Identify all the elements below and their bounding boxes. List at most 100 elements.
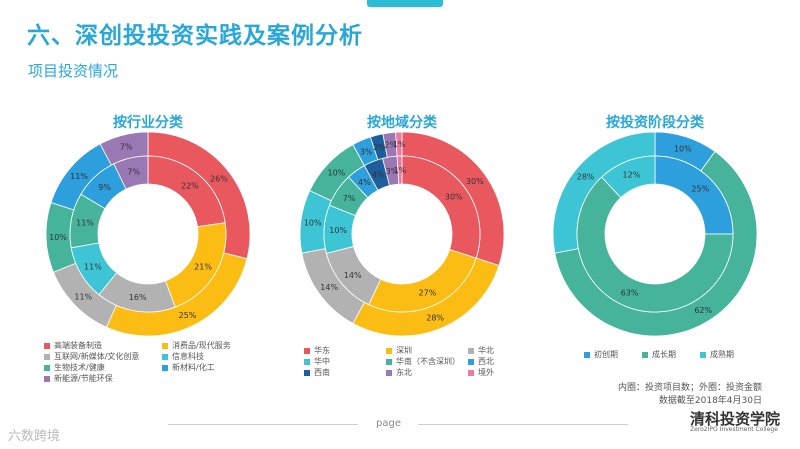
brand-logo-text: 清科投资学院 <box>690 410 781 428</box>
legend-label: 深圳 <box>396 346 412 355</box>
legend-label: 华东 <box>314 346 330 355</box>
legend-item: 成熟期 <box>700 349 734 360</box>
legend-label: 华南（不含深圳） <box>396 357 460 366</box>
inner-value-label-2: 14% <box>344 271 362 280</box>
region-donut-chart: 30%28%14%10%10%3%2%2%1%30%27%14%10%7%4%4… <box>299 131 505 337</box>
legend-item: 华北 <box>468 345 494 356</box>
inner-value-label-8: 1% <box>394 166 407 175</box>
inner-value-label-4: 11% <box>76 219 94 228</box>
outer-value-label-0: 30% <box>466 177 484 186</box>
industry-donut-chart: 26% 25% 11% 10% 11% 7% 22% 21% 16% 11% 11% 9% 7% <box>45 131 251 337</box>
legend-swatch <box>304 347 310 354</box>
legend-item: 华南（不含深圳） <box>386 356 460 367</box>
legend-label: 新材料/化工 <box>172 363 215 372</box>
outer-value-label-3: 10% <box>304 219 322 228</box>
outer-value-label-8: 1% <box>393 140 406 149</box>
inner-value-label-0: 22% <box>181 182 199 191</box>
outer-value-label-1: 25% <box>179 311 197 320</box>
legend-label: 信息科技 <box>172 352 204 361</box>
page-subtitle: 项目投资情况 <box>28 62 119 80</box>
inner-value-label-1: 63% <box>621 289 639 298</box>
inner-value-label-5: 9% <box>98 183 111 192</box>
outer-value-label-2: 28% <box>577 173 595 182</box>
outer-value-label-5: 3% <box>360 147 373 156</box>
legend-swatch <box>468 358 474 365</box>
legend-swatch <box>584 351 590 358</box>
legend-swatch <box>468 369 474 376</box>
inner-value-label-3: 10% <box>329 226 347 235</box>
legend-item: 信息科技 <box>162 351 204 362</box>
legend-swatch <box>468 347 474 354</box>
watermark: 六数跨境 <box>8 429 61 444</box>
inner-value-label-0: 30% <box>445 192 463 201</box>
outer-value-label-0: 10% <box>674 144 692 153</box>
legend-item: 东北 <box>386 367 412 378</box>
legend-item: 初创期 <box>584 349 618 360</box>
legend-label: 西北 <box>478 357 494 366</box>
legend-swatch <box>44 342 50 349</box>
outer-value-label-0: 26% <box>210 175 228 184</box>
legend-swatch <box>304 358 310 365</box>
inner-value-label-1: 21% <box>194 263 212 272</box>
legend-label: 成长期 <box>652 350 676 359</box>
outer-value-label-7: 2% <box>384 141 397 150</box>
outer-value-label-2: 11% <box>74 293 92 302</box>
inner-value-label-5: 4% <box>358 178 371 187</box>
date-note: 数据截至2018年4月30日 <box>658 396 762 406</box>
stage-donut-chart: 10% 62% 28% 25% 63% 12% <box>552 131 758 337</box>
footer-divider-right <box>418 424 628 425</box>
inner-value-label-7: 3% <box>386 167 399 176</box>
inner-slice-1 <box>576 176 734 313</box>
legend-swatch <box>642 351 648 358</box>
chart-title-region: 按地域分类 <box>367 115 437 131</box>
legend-label: 消费品/现代服务 <box>172 341 231 350</box>
legend-item: 境外 <box>468 367 494 378</box>
outer-value-label-1: 62% <box>694 306 712 315</box>
outer-value-label-2: 14% <box>320 283 338 292</box>
inner-value-label-0: 25% <box>691 185 709 194</box>
legend-item: 西南 <box>304 367 330 378</box>
footer-divider-left <box>168 424 358 425</box>
legend-swatch <box>162 342 168 349</box>
legend-label: 初创期 <box>594 350 618 359</box>
legend-label: 境外 <box>478 368 494 377</box>
inner-slice-8 <box>396 155 403 185</box>
legend-label: 新能源/节能环保 <box>54 374 113 383</box>
legend-swatch <box>386 347 392 354</box>
top-accent-bar <box>367 0 443 7</box>
legend-label: 华中 <box>314 357 330 366</box>
inner-value-label-2: 12% <box>623 170 641 179</box>
legend-label: 西南 <box>314 368 330 377</box>
legend-item: 成长期 <box>642 349 676 360</box>
legend-item: 高端装备制造 <box>44 340 102 351</box>
outer-value-label-5: 11% <box>70 172 88 181</box>
legend-item: 生物技术/健康 <box>44 362 105 373</box>
legend-swatch <box>304 369 310 376</box>
legend-label: 互联网/新媒体/文化创意 <box>54 352 140 361</box>
legend-label: 生物技术/健康 <box>54 363 105 372</box>
legend-item: 西北 <box>468 356 494 367</box>
legend-swatch <box>386 358 392 365</box>
page-title: 六、深创投投资实践及案例分析 <box>27 23 363 49</box>
legend-swatch <box>44 353 50 360</box>
chart-title-stage: 按投资阶段分类 <box>606 115 704 131</box>
legend-swatch <box>44 364 50 371</box>
legend-item: 深圳 <box>386 345 412 356</box>
legend-item: 华中 <box>304 356 330 367</box>
legend-item: 消费品/现代服务 <box>162 340 231 351</box>
outer-value-label-4: 10% <box>49 233 67 242</box>
inner-value-label-1: 27% <box>419 289 437 298</box>
outer-value-label-1: 28% <box>426 314 444 323</box>
legend-swatch <box>162 353 168 360</box>
legend-swatch <box>700 351 706 358</box>
inner-slice-6 <box>113 155 149 190</box>
outer-value-label-6: 7% <box>120 143 133 152</box>
legend-swatch <box>162 364 168 371</box>
inner-value-label-4: 7% <box>343 194 356 203</box>
ring-note: 内圈：投资项目数；外圈：投资金额 <box>617 383 762 393</box>
legend-swatch <box>386 369 392 376</box>
outer-value-label-6: 2% <box>373 143 386 152</box>
inner-value-label-3: 11% <box>84 263 102 272</box>
brand-subtext: Zero2IPO Investment College <box>690 426 778 433</box>
inner-value-label-6: 4% <box>372 170 385 179</box>
